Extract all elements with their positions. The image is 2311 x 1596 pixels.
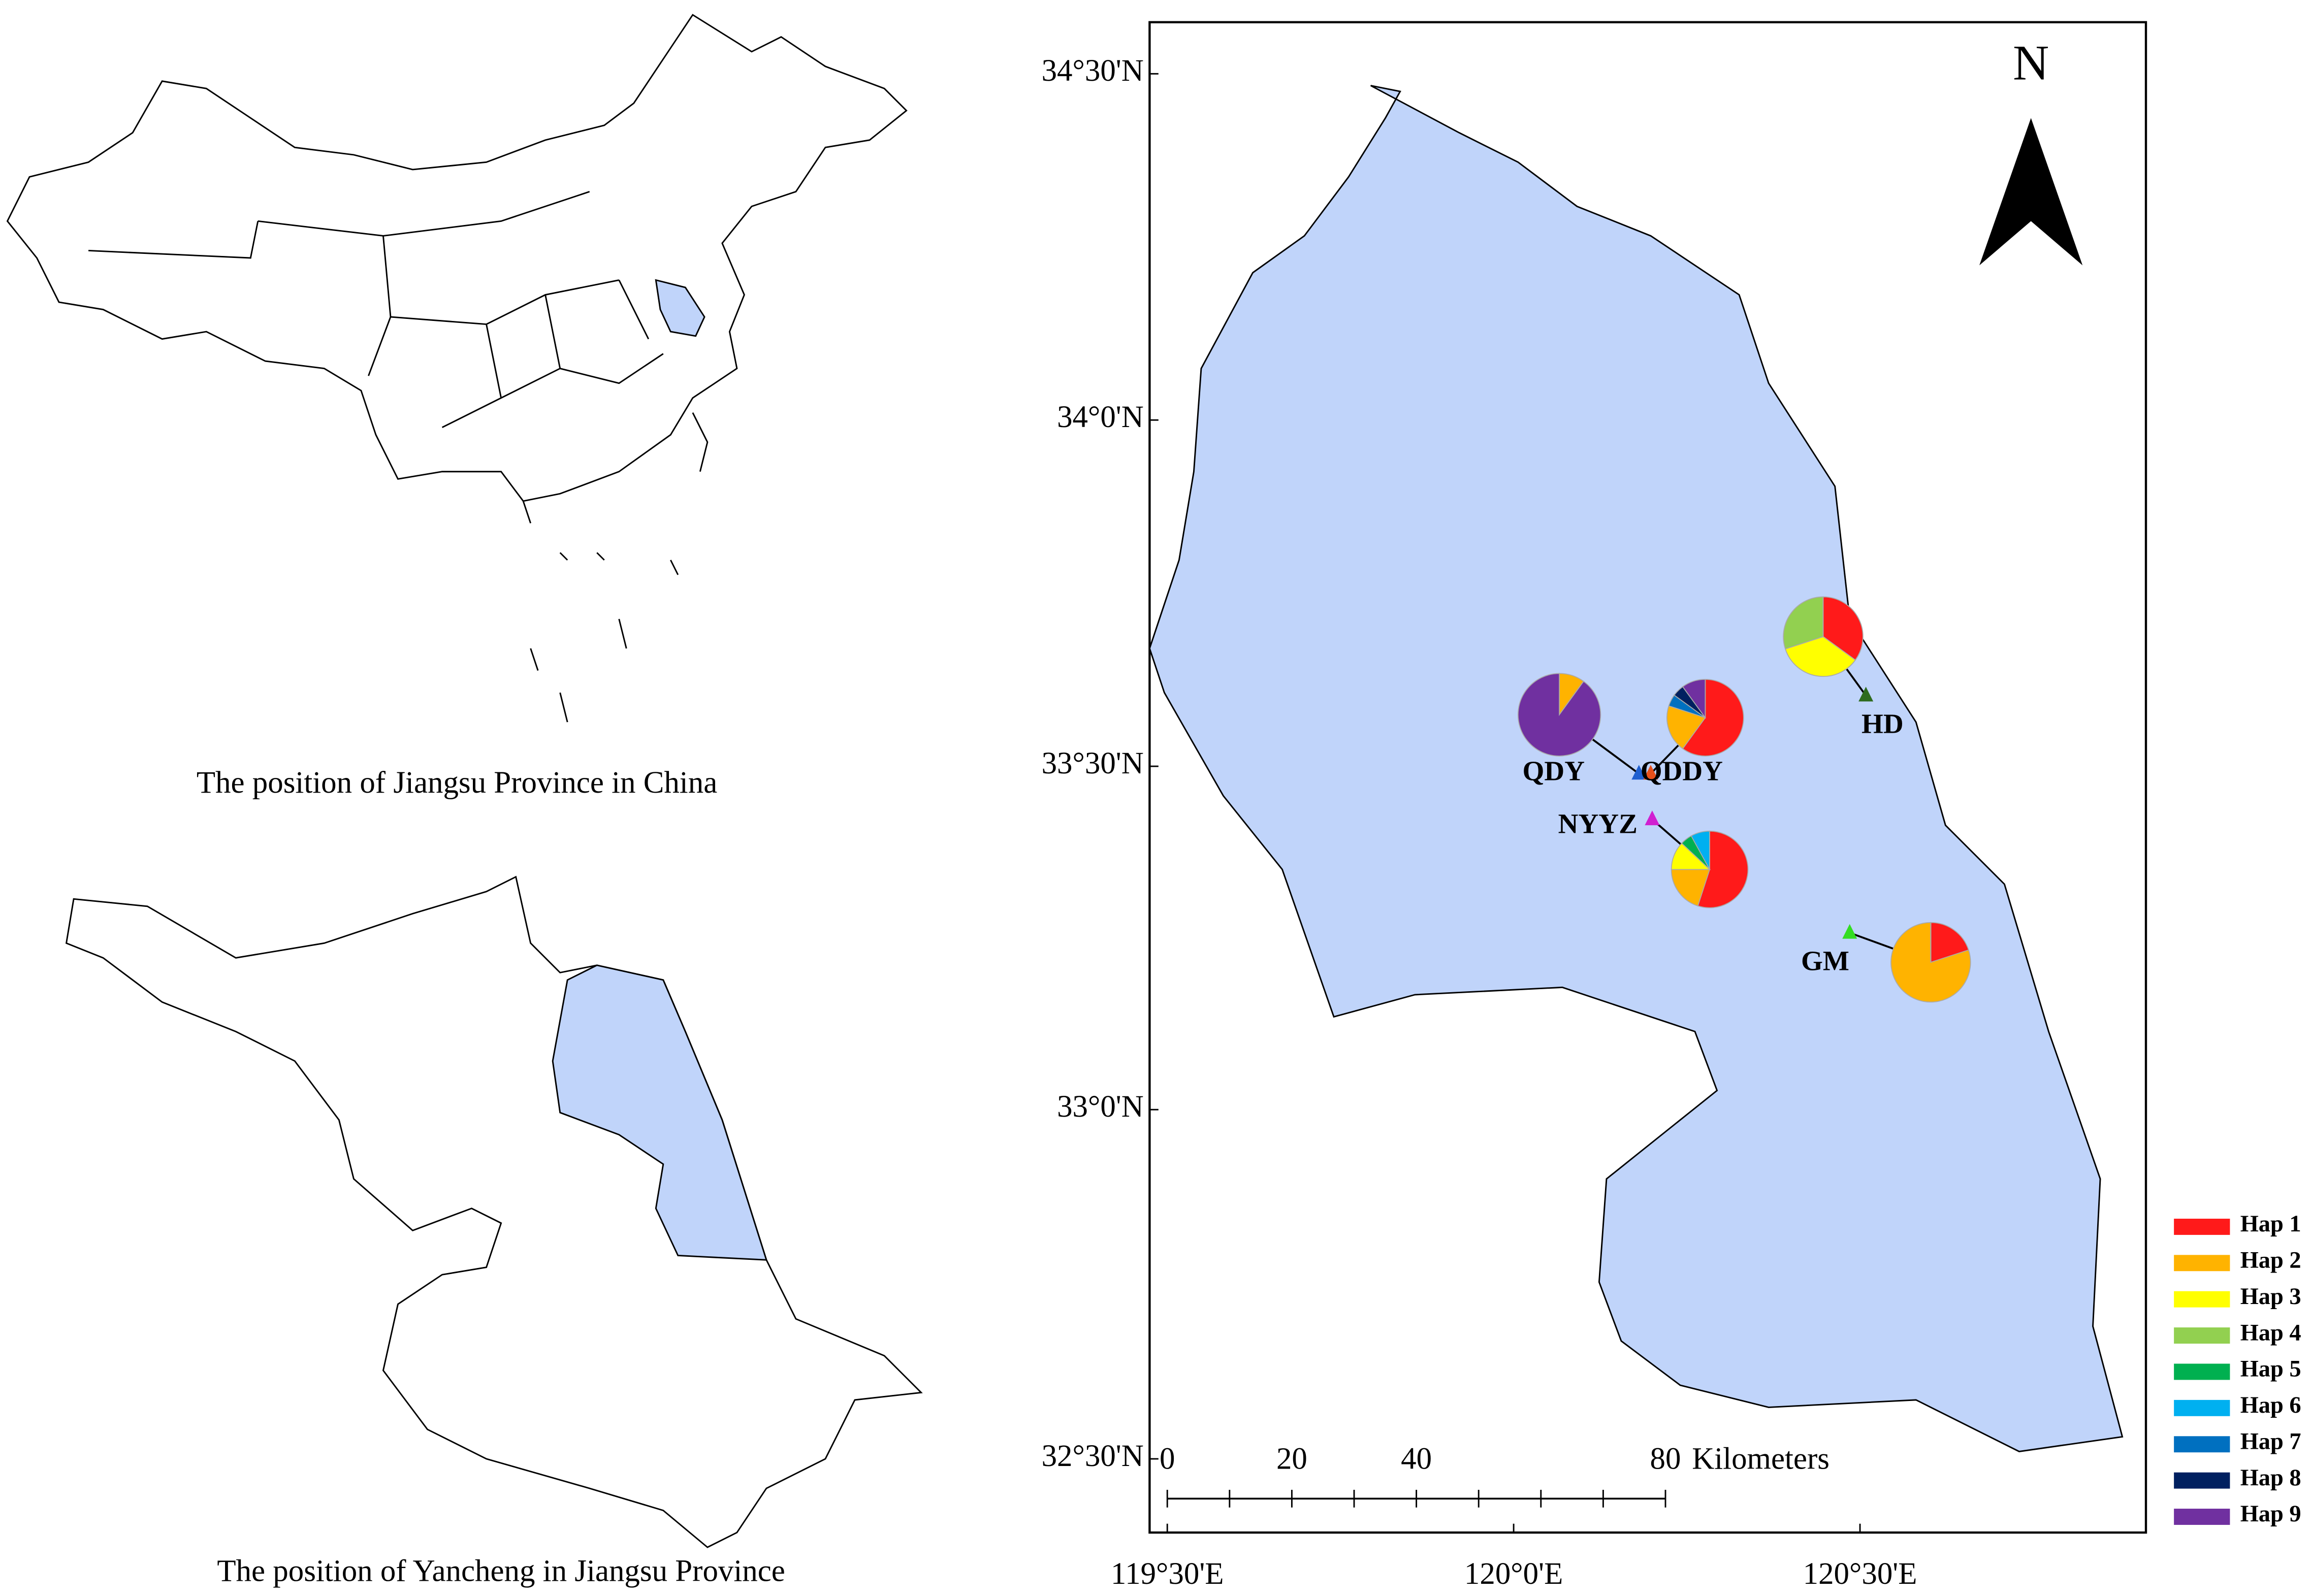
pie-wedge xyxy=(1822,596,1864,661)
lat-label: 32°30'N xyxy=(1042,1439,1144,1473)
legend-label: Hap 3 xyxy=(2240,1284,2301,1310)
legend-swatch xyxy=(2174,1363,2230,1380)
yancheng-highlight xyxy=(552,964,767,1261)
china-map xyxy=(6,14,908,723)
china-outline xyxy=(6,14,908,502)
pie-wedge xyxy=(1517,673,1601,757)
legend-swatch xyxy=(2174,1399,2230,1416)
legend-label: Hap 6 xyxy=(2240,1392,2301,1418)
pie-wedge xyxy=(1671,869,1711,907)
scale-label: 0 xyxy=(1160,1442,1175,1476)
site-label: GM xyxy=(1801,946,1849,976)
islands xyxy=(530,412,709,723)
pie-wedge xyxy=(1930,922,1969,963)
legend-swatch xyxy=(2174,1509,2230,1525)
legend-label: Hap 4 xyxy=(2240,1320,2301,1346)
legend-label: Hap 5 xyxy=(2240,1356,2301,1382)
legend-swatch xyxy=(2174,1327,2230,1344)
legend-label: Hap 2 xyxy=(2240,1248,2301,1274)
lon-label: 120°0'E xyxy=(1464,1557,1563,1591)
lat-label: 33°0'N xyxy=(1057,1090,1144,1124)
pie-wedge xyxy=(1783,596,1824,650)
legend-swatch xyxy=(2174,1291,2230,1308)
scale-unit: Kilometers xyxy=(1692,1442,1829,1476)
lon-label: 120°30'E xyxy=(1803,1557,1917,1591)
caption: The position of Yancheng in Jiangsu Prov… xyxy=(217,1554,785,1588)
scale-label: 80 xyxy=(1650,1442,1681,1476)
caption: The position of Jiangsu Province in Chin… xyxy=(197,766,717,800)
north-arrow xyxy=(1979,118,2083,266)
lat-label: 34°30'N xyxy=(1042,54,1144,88)
site-label: QDY xyxy=(1523,755,1585,786)
lat-label: 33°30'N xyxy=(1042,746,1144,780)
pie-wedge xyxy=(1666,705,1706,750)
site-label: NYYZ xyxy=(1558,808,1638,839)
site-marker xyxy=(1643,765,1658,780)
legend-label: Hap 1 xyxy=(2240,1211,2301,1237)
site-marker xyxy=(1631,765,1647,780)
lat-label: 34°0'N xyxy=(1057,400,1144,434)
legend-swatch xyxy=(2174,1255,2230,1272)
site-marker xyxy=(1645,810,1660,826)
legend-label: Hap 9 xyxy=(2240,1501,2301,1527)
legend-swatch xyxy=(2174,1472,2230,1489)
jiangsu-highlight-china xyxy=(655,279,705,337)
province-borders xyxy=(88,191,664,524)
scale-label: 20 xyxy=(1276,1442,1307,1476)
legend-swatch xyxy=(2174,1436,2230,1453)
pie-wedge xyxy=(1697,830,1749,908)
legend-swatch xyxy=(2174,1218,2230,1235)
site-marker xyxy=(1858,687,1874,702)
pie-wedge xyxy=(1682,679,1706,720)
site-label: QDDY xyxy=(1641,755,1723,786)
site-label: HD xyxy=(1861,708,1904,739)
pie-wedge xyxy=(1784,636,1856,677)
yancheng-area xyxy=(1148,85,2124,1452)
jiangsu-outline xyxy=(65,875,923,1548)
map-frame xyxy=(1148,21,2147,1534)
map-content: 34°30'N 34°0'N 33°30'N 33°0'N 32°30'N 119°30'… xyxy=(1042,54,2301,1591)
pie-wedge xyxy=(1682,679,1744,757)
site-marker xyxy=(1842,924,1857,939)
scale-label: 40 xyxy=(1401,1442,1432,1476)
legend-label: Hap 7 xyxy=(2240,1428,2301,1454)
legend-label: Hap 8 xyxy=(2240,1465,2301,1491)
north-label: N xyxy=(2013,35,2049,90)
lon-label: 119°30'E xyxy=(1111,1557,1224,1591)
